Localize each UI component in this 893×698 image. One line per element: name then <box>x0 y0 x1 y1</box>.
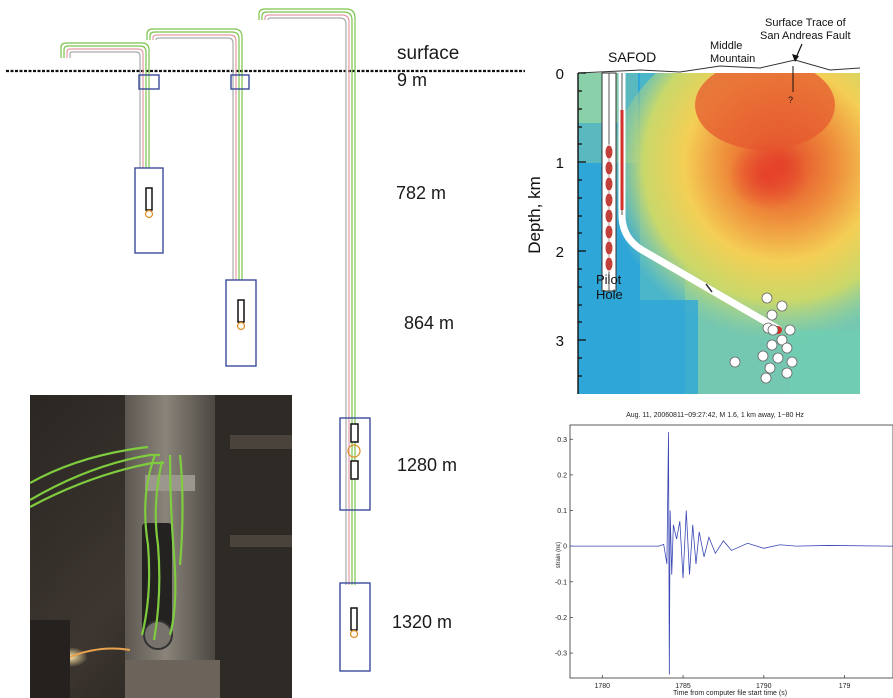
depth-label-864m: 864 m <box>404 313 455 333</box>
well-2-junction-box <box>230 74 250 90</box>
well-3-lower-strainmeter <box>350 607 358 631</box>
well-3-upper-strainmeter-1 <box>350 423 359 443</box>
chart-y-tick-label: 0.3 <box>557 437 567 444</box>
velocity-model <box>578 73 860 394</box>
well-2-cable <box>146 28 243 280</box>
well-3-cable <box>258 8 356 585</box>
well-2-anchor <box>236 321 246 331</box>
chart-series-group <box>570 432 893 675</box>
chart-x-tick-label: 1790 <box>756 683 772 690</box>
pilot-hole-instruments <box>604 144 614 272</box>
well-2-strainmeter <box>237 299 245 323</box>
well-3-packer <box>347 444 361 458</box>
chart-y-tick-label: -0.3 <box>555 651 567 658</box>
depth-label-1320m: 1320 m <box>392 612 453 632</box>
strain-chart: Aug. 11, 20060811~09:27:42, M 1.6, 1 km … <box>555 412 893 697</box>
well-diagram <box>6 8 525 672</box>
earthquake-hypocenters <box>729 292 798 384</box>
chart-y-label: strain (nε) <box>556 542 562 568</box>
depth-tick-1: 1 <box>556 155 564 172</box>
chart-y-tick-label: 0.1 <box>557 508 567 515</box>
chart-x-axis: 1780 1785 1790 179 <box>595 675 851 690</box>
well-1-sensor-housing <box>134 167 164 254</box>
surface-label: surface <box>397 43 460 64</box>
fault-question-mark: ? <box>788 95 793 105</box>
well-1-strainmeter <box>145 187 153 211</box>
depth-tick-3: 3 <box>556 333 564 350</box>
chart-title: Aug. 11, 20060811~09:27:42, M 1.6, 1 km … <box>626 412 804 419</box>
chart-y-axis: 0.3 0.2 0.1 0 -0.1 -0.2 -0.3 <box>555 437 573 658</box>
chart-y-tick-label: 0.2 <box>557 472 567 479</box>
fault-label-2: San Andreas Fault <box>760 30 851 42</box>
fault-label-1: Surface Trace of <box>765 17 847 29</box>
middle-mountain-label-2: Mountain <box>710 53 755 65</box>
well-3-upper-strainmeter-2 <box>350 460 359 480</box>
depth-label-1280m: 1280 m <box>397 455 458 475</box>
depth-label-782m: 782 m <box>396 183 447 203</box>
safod-cross-section: 0 1 2 3 Depth, km SAFOD Middle Mountain … <box>525 17 861 394</box>
chart-y-tick-label: -0.1 <box>555 579 567 586</box>
well-1-cable <box>60 42 150 168</box>
chart-x-label: Time from computer file start time (s) <box>673 690 787 697</box>
well-1-junction-box <box>138 74 160 90</box>
chart-plot-area <box>569 424 893 679</box>
safod-label: SAFOD <box>608 49 656 65</box>
chart-y-tick-label: 0 <box>563 544 567 551</box>
depth-tick-2: 2 <box>556 244 564 261</box>
topography-line <box>577 59 861 74</box>
depth-label-9m: 9 m <box>397 70 428 90</box>
well-3-anchor <box>349 629 359 639</box>
well-1-anchor <box>144 209 154 219</box>
well-3-upper-housing <box>339 417 371 511</box>
chart-x-tick-label: 1785 <box>675 683 691 690</box>
well-3-lower-housing <box>339 582 371 672</box>
depth-axis-ticks <box>578 72 586 377</box>
main-hole <box>618 73 782 334</box>
pilot-hole-label-1: Pilot <box>596 272 622 287</box>
strain-series-line <box>570 432 893 675</box>
middle-mountain-label-1: Middle <box>710 40 742 52</box>
chart-y-tick-label: -0.2 <box>555 615 567 622</box>
depth-tick-0: 0 <box>556 66 564 83</box>
chart-x-tick-label: 179 <box>839 683 851 690</box>
chart-x-tick-label: 1780 <box>595 683 611 690</box>
installation-photo <box>30 395 292 698</box>
well-2-sensor-housing <box>225 279 257 367</box>
depth-axis-label: Depth, km <box>525 176 544 253</box>
pilot-hole-label-2: Hole <box>596 287 623 302</box>
